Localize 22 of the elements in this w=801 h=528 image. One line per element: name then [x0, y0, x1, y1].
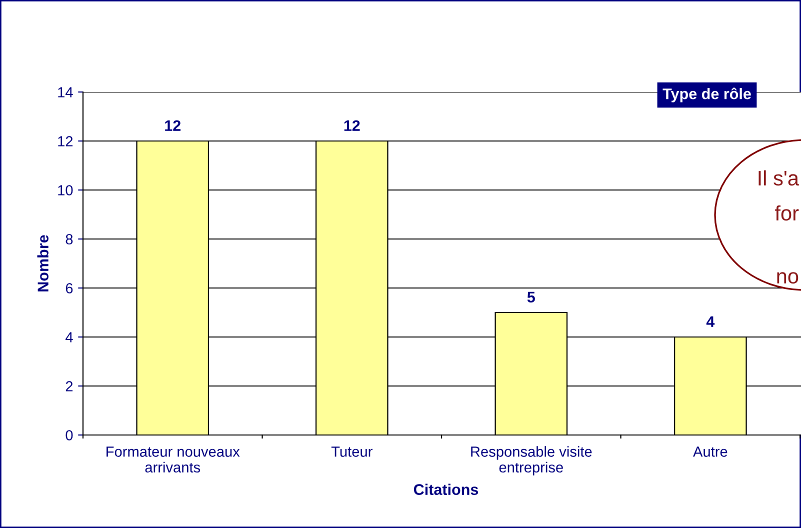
- y-tick-label: 10: [58, 185, 73, 196]
- annotation: no: [777, 272, 798, 284]
- y-tick-label: 8: [66, 234, 73, 244]
- y-tick-label: 2: [66, 381, 73, 392]
- y-axis-title: Nombre: [37, 235, 48, 292]
- data-label: 12: [344, 120, 360, 131]
- y-tick-label: 12: [58, 136, 73, 146]
- x-tick-label: Tuteur: [331, 446, 372, 457]
- annotation: Il s'a: [758, 170, 799, 186]
- y-tick-label: 0: [66, 430, 73, 440]
- chart-title: Type de rôle: [662, 88, 751, 102]
- x-axis-title: Citations: [414, 484, 478, 495]
- data-label: 5: [527, 292, 535, 303]
- x-tick-label: Formateur nouveaux arrivants: [106, 446, 240, 473]
- data-label: 4: [706, 316, 715, 327]
- x-tick-label: Autre: [693, 446, 728, 457]
- y-tick-label: 14: [58, 87, 73, 98]
- y-tick-label: 4: [66, 332, 73, 342]
- x-tick-label: Responsable visite entreprise: [471, 446, 592, 476]
- data-label: 12: [165, 120, 181, 131]
- annotation: for: [774, 205, 799, 221]
- y-tick-label: 6: [66, 283, 73, 294]
